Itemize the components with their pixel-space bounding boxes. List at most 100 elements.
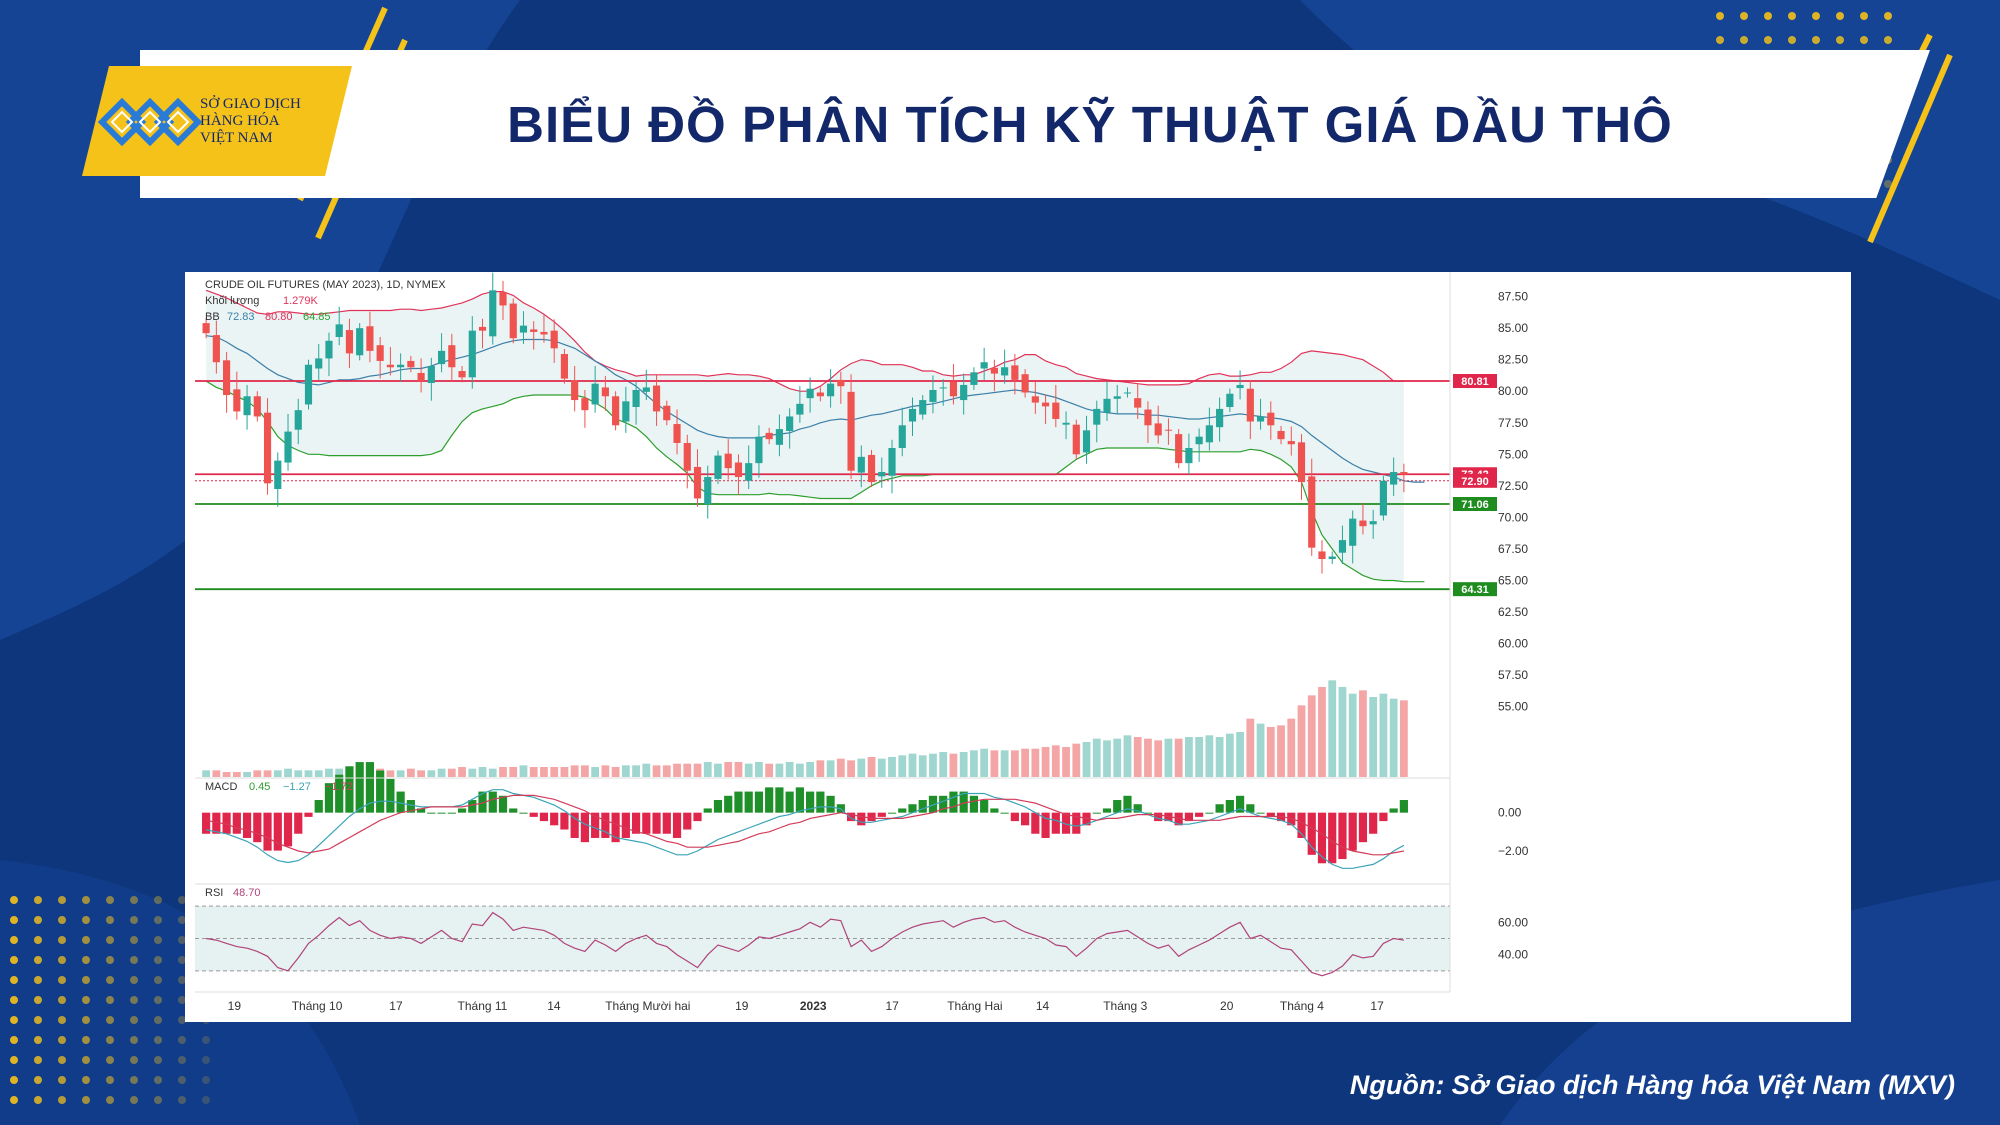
decor-dot	[58, 916, 66, 924]
decor-dot	[178, 1096, 186, 1104]
decor-dot	[82, 956, 90, 964]
volume-bar	[284, 768, 292, 777]
volume-bar	[929, 753, 937, 777]
candle	[1390, 471, 1398, 485]
macd-histogram-bar	[447, 812, 456, 814]
macd-histogram-bar	[1379, 812, 1388, 822]
macd-histogram-bar	[867, 812, 876, 822]
macd-histogram-bar	[1369, 812, 1378, 834]
volume-bar	[1338, 687, 1347, 777]
macd-histogram-bar	[939, 795, 948, 813]
candle	[294, 410, 302, 430]
volume-bar	[1307, 695, 1316, 777]
candle	[1113, 396, 1121, 399]
candle	[622, 401, 630, 422]
decor-dot	[1740, 12, 1748, 20]
volume-bar	[273, 770, 282, 777]
macd-histogram-bar	[928, 795, 938, 813]
candle	[591, 383, 599, 405]
macd-histogram-bar	[611, 812, 620, 843]
candle	[1379, 480, 1387, 516]
candle	[304, 364, 313, 405]
decor-dot	[34, 1016, 42, 1024]
candle	[1318, 551, 1326, 560]
macd-histogram-bar	[417, 808, 426, 813]
volume-bar	[949, 753, 958, 777]
volume-bar	[540, 767, 548, 777]
volume-bar	[304, 770, 313, 777]
macd-histogram-bar	[816, 791, 825, 813]
logo-text: SỞ GIAO DỊCH HÀNG HÓA VIỆT NAM	[200, 96, 301, 147]
decor-dot	[82, 916, 90, 924]
macd-histogram-bar	[1297, 812, 1306, 838]
decor-dot	[178, 1036, 186, 1044]
volume-bar	[417, 770, 425, 777]
candle	[693, 466, 702, 499]
volume-bar	[724, 762, 733, 777]
decor-dot	[34, 1096, 42, 1104]
level-tag-64.31	[1453, 582, 1497, 597]
candle	[581, 398, 589, 411]
volume-bar	[232, 772, 241, 777]
macd-histogram-bar	[1000, 812, 1009, 814]
x-tick-label: Tháng 3	[1103, 999, 1147, 1013]
candle	[1062, 422, 1070, 425]
volume-bar	[519, 765, 528, 777]
volume-bar	[1297, 705, 1306, 777]
volume-bar	[847, 760, 855, 777]
volume-bar	[1041, 747, 1050, 777]
macd-signal-line	[205, 794, 1405, 856]
bb-legend-mid: 72.83	[227, 311, 255, 323]
volume-bar	[222, 772, 231, 777]
macd-histogram-bar	[918, 800, 927, 813]
macd-histogram-bar	[642, 812, 651, 834]
decor-dot	[82, 976, 90, 984]
macd-histogram-bar	[1235, 795, 1245, 813]
candle	[1041, 402, 1050, 407]
chart-title: CRUDE OIL FUTURES (MAY 2023), 1D, NYMEX	[205, 279, 446, 291]
macd-histogram-bar	[887, 812, 897, 814]
volume-bar	[611, 767, 620, 777]
volume-bar	[1164, 738, 1173, 777]
macd-histogram-bar	[1184, 812, 1193, 822]
decor-dot	[154, 1016, 162, 1024]
rsi-legend-label: RSI	[205, 887, 223, 899]
decor-dot	[178, 896, 186, 904]
candle	[1216, 408, 1224, 428]
candle	[550, 330, 558, 349]
decor-dot	[154, 1076, 162, 1084]
candle	[478, 326, 487, 331]
candle	[1287, 441, 1295, 445]
volume-bar	[1379, 693, 1388, 777]
candle	[960, 384, 968, 401]
candle	[908, 408, 917, 422]
decor-dot	[130, 1016, 138, 1024]
volume-bar	[458, 767, 466, 777]
decor-dot	[58, 1096, 66, 1104]
bb-legend-lower: 64.85	[303, 311, 331, 323]
volume-bar	[765, 763, 774, 777]
x-tick-label: 14	[1036, 999, 1050, 1013]
candle	[990, 367, 998, 374]
volume-bar	[437, 768, 446, 777]
decor-dot	[178, 1076, 186, 1084]
candle	[663, 405, 671, 421]
candle	[745, 463, 753, 481]
decor-dot	[106, 976, 114, 984]
price-tick-label: 77.50	[1498, 416, 1528, 430]
macd-histogram-bar	[621, 812, 630, 838]
candle	[315, 358, 323, 369]
decor-dot	[82, 1036, 90, 1044]
decor-dot	[154, 996, 162, 1004]
source-note: Nguồn: Sở Giao dịch Hàng hóa Việt Nam (M…	[1349, 1070, 1955, 1100]
decor-dot	[130, 996, 138, 1004]
decor-dot	[106, 1076, 114, 1084]
candle	[437, 350, 446, 365]
volume-legend-label: Khối lượng	[205, 295, 259, 307]
candle	[202, 323, 210, 334]
level-tag-71.06	[1453, 497, 1497, 512]
macd-histogram-bar	[591, 812, 600, 838]
macd-histogram-bar	[959, 791, 968, 813]
volume-bar	[550, 767, 559, 777]
candle	[458, 371, 466, 378]
